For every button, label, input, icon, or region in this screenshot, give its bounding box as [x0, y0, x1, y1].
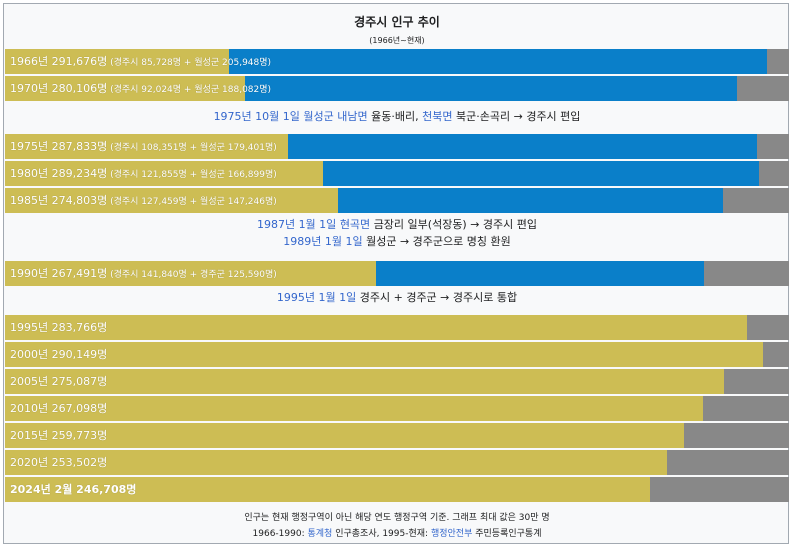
event-1989-rest: 월성군 → 경주군으로 명칭 환원 [366, 235, 511, 248]
bar-segment-county [338, 188, 723, 213]
bar-segment-city [5, 450, 667, 475]
bar-label-detail: (경주시 108,351명 + 월성군 179,401명) [107, 143, 277, 153]
bar-label-total: 2020년 253,502명 [10, 456, 108, 469]
event-1975-place3: 율동·배리, [371, 110, 419, 123]
bar-row: 1975년 287,833명 (경주시 108,351명 + 월성군 179,4… [5, 134, 789, 159]
bar-segment-county [229, 49, 767, 74]
bar-row: 2020년 253,502명 [5, 450, 789, 475]
bar-row: 2010년 267,098명 [5, 396, 789, 421]
event-1989-date[interactable]: 1989년 1월 1일 [283, 235, 363, 248]
bar-label: 1995년 283,766명 [10, 315, 107, 340]
bar-label-total: 2005년 275,087명 [10, 375, 108, 388]
bar-label-total: 1990년 267,491명 [10, 267, 108, 280]
chart-frame: 경주시 인구 추이 (1966년~현재) 1966년 291,676명 (경주시… [3, 3, 789, 544]
bar-segment-city [5, 369, 724, 394]
bar-label-detail: (경주시 92,024명 + 월성군 188,082명) [107, 85, 272, 95]
footnote-range-1: 1966-1990: [252, 529, 305, 539]
event-1987-place1[interactable]: 현곡면 [339, 218, 371, 231]
bar-row: 1966년 291,676명 (경주시 85,728명 + 월성군 205,94… [5, 49, 789, 74]
bar-label: 2010년 267,098명 [10, 396, 107, 421]
source-link-kostat[interactable]: 통계청 [307, 529, 333, 539]
event-1995: 1995년 1월 1일 경주시 + 경주군 → 경주시로 통합 [4, 289, 790, 306]
chart-title: 경주시 인구 추이 [354, 15, 440, 29]
bar-segment-city [5, 477, 650, 502]
bar-label: 1966년 291,676명 (경주시 85,728명 + 월성군 205,94… [10, 49, 271, 74]
bar-label-total: 1985년 274,803명 [10, 194, 108, 207]
bar-segment-city [5, 396, 703, 421]
bar-row: 2015년 259,773명 [5, 423, 789, 448]
chart-subtitle: (1966년~현재) [369, 36, 425, 45]
bar-label: 2020년 253,502명 [10, 450, 107, 475]
bar-row: 1980년 289,234명 (경주시 121,855명 + 월성군 166,8… [5, 161, 789, 186]
bar-segment-city [5, 423, 684, 448]
event-1987-date[interactable]: 1987년 1월 1일 [256, 218, 337, 231]
bar-label: 2000년 290,149명 [10, 342, 107, 367]
event-1975-place2[interactable]: 내남면 [337, 110, 368, 123]
bar-label: 2005년 275,087명 [10, 369, 107, 394]
bar-segment-city [5, 161, 323, 186]
bar-segment-county [288, 134, 757, 159]
bar-segment-city [5, 134, 288, 159]
event-1975-date[interactable]: 1975년 10월 1일 [213, 110, 300, 123]
footnote-range-2: 인구총조사, 1995-현재: [335, 529, 429, 539]
bar-segment-city [5, 76, 245, 101]
bar-segment-county [323, 161, 759, 186]
bar-segment-city [5, 261, 376, 286]
bar-label: 1990년 267,491명 (경주시 141,840명 + 경주군 125,5… [10, 261, 277, 286]
bar-label-total: 1970년 280,106명 [10, 82, 108, 95]
event-1975-rest: 북군·손곡리 → 경주시 편입 [456, 110, 581, 123]
event-1989: 1989년 1월 1일 월성군 → 경주군으로 명칭 환원 [4, 233, 790, 250]
event-1975-place4[interactable]: 천북면 [422, 110, 453, 123]
bar-label-total: 1995년 283,766명 [10, 321, 108, 334]
footnote-line2: 1966-1990: 통계청 인구총조사, 1995-현재: 행정안전부 주민등… [4, 526, 790, 539]
bar-row: 2024년 2월 246,708명 [5, 477, 789, 502]
bar-row: 2000년 290,149명 [5, 342, 789, 367]
bar-segment-county [376, 261, 704, 286]
bar-label: 1985년 274,803명 (경주시 127,459명 + 월성군 147,2… [10, 188, 277, 213]
bar-label-total: 1980년 289,234명 [10, 167, 108, 180]
bar-row: 1990년 267,491명 (경주시 141,840명 + 경주군 125,5… [5, 261, 789, 286]
bar-label-detail: (경주시 127,459명 + 월성군 147,246명) [107, 197, 277, 207]
bar-segment-county [245, 76, 737, 101]
event-1995-date[interactable]: 1995년 1월 1일 [276, 291, 357, 304]
event-1987: 1987년 1월 1일 현곡면 금장리 일부(석장동) → 경주시 편입 [4, 216, 790, 233]
bar-segment-city [5, 49, 229, 74]
bar-label-detail: (경주시 141,840명 + 경주군 125,590명) [107, 270, 277, 280]
bar-row: 1985년 274,803명 (경주시 127,459명 + 월성군 147,2… [5, 188, 789, 213]
bar-row: 2005년 275,087명 [5, 369, 789, 394]
event-1987-rest: 금장리 일부(석장동) → 경주시 편입 [373, 218, 538, 231]
event-1975-place1[interactable]: 월성군 [303, 110, 334, 123]
bar-label: 2024년 2월 246,708명 [10, 477, 136, 502]
bar-label-detail: (경주시 85,728명 + 월성군 205,948명) [107, 58, 272, 68]
bar-row: 1970년 280,106명 (경주시 92,024명 + 월성군 188,08… [5, 76, 789, 101]
bar-label-total: 1975년 287,833명 [10, 140, 108, 153]
bar-row: 1995년 283,766명 [5, 315, 789, 340]
footnote-line1: 인구는 현재 행정구역이 아닌 해당 연도 행정구역 기준. 그래프 최대 값은… [244, 513, 550, 523]
bar-label-total: 1966년 291,676명 [10, 55, 108, 68]
bar-label-detail: (경주시 121,855명 + 월성군 166,899명) [107, 170, 277, 180]
bar-label-total: 2000년 290,149명 [10, 348, 108, 361]
bar-label: 2015년 259,773명 [10, 423, 107, 448]
event-1975: 1975년 10월 1일 월성군 내남면 율동·배리, 천북면 북군·손곡리 →… [4, 108, 790, 125]
bar-segment-city [5, 188, 338, 213]
bar-label-total: 2024년 2월 246,708명 [10, 483, 137, 496]
event-1995-rest: 경주시 + 경주군 → 경주시로 통합 [359, 291, 518, 304]
bar-label-total: 2010년 267,098명 [10, 402, 108, 415]
bar-label: 1975년 287,833명 (경주시 108,351명 + 월성군 179,4… [10, 134, 277, 159]
bar-label-total: 2015년 259,773명 [10, 429, 108, 442]
bar-segment-city [5, 342, 763, 367]
bar-label: 1970년 280,106명 (경주시 92,024명 + 월성군 188,08… [10, 76, 271, 101]
source-link-mois[interactable]: 행정안전부 [430, 529, 473, 539]
footnote-source-2: 주민등록인구통계 [475, 529, 542, 539]
bar-segment-city [5, 315, 747, 340]
bar-label: 1980년 289,234명 (경주시 121,855명 + 월성군 166,8… [10, 161, 277, 186]
